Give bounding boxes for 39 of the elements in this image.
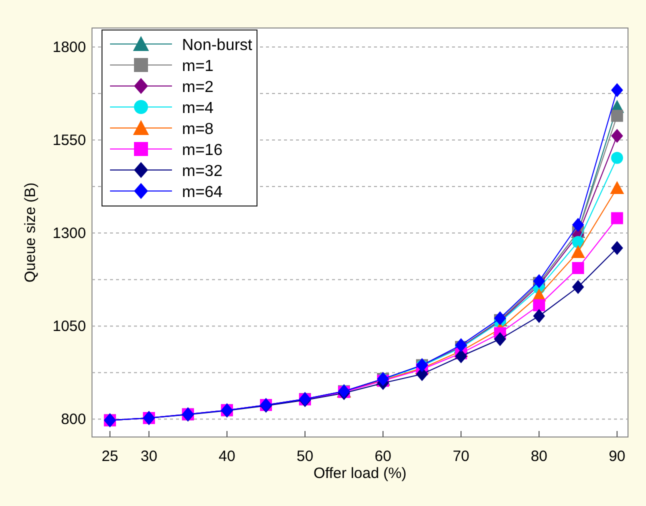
point	[533, 309, 546, 324]
point	[610, 181, 624, 194]
x-tick-label: 25	[102, 448, 118, 465]
point	[572, 280, 584, 294]
point	[611, 152, 624, 164]
legend-label: m=64	[182, 184, 223, 201]
legend-label: m=4	[182, 100, 214, 117]
x-tick-label: 40	[218, 448, 236, 465]
point	[611, 83, 624, 98]
y-tick-label: 1050	[52, 318, 86, 336]
legend-label: m=16	[182, 142, 223, 159]
point	[494, 332, 506, 346]
point	[572, 262, 584, 274]
y-tick-label: 1550	[52, 132, 86, 150]
y-tick-label: 800	[60, 411, 86, 428]
point	[611, 240, 624, 255]
point	[455, 349, 468, 364]
legend-label: m=2	[182, 79, 214, 96]
x-tick-label: 60	[374, 448, 392, 465]
point	[571, 245, 586, 258]
point	[611, 212, 624, 224]
legend-label: m=1	[182, 58, 214, 75]
x-tick-label: 30	[140, 448, 158, 465]
legend-label: m=8	[182, 121, 214, 138]
point	[611, 128, 624, 143]
x-axis-title: Offer load (%)	[313, 465, 407, 482]
point	[533, 299, 546, 312]
point	[572, 218, 584, 232]
legend-label: m=32	[182, 163, 223, 180]
x-tick-label: 50	[296, 448, 314, 465]
y-tick-label: 1800	[52, 38, 86, 56]
y-axis-title: Queue size (B)	[22, 182, 39, 283]
point	[611, 110, 624, 122]
x-tick-label: 70	[452, 448, 470, 465]
point	[572, 236, 584, 248]
x-tick-label: 90	[608, 448, 626, 465]
legend-label: Non-burst	[182, 37, 253, 54]
x-tick-label: 80	[530, 448, 548, 465]
y-tick-label: 1300	[52, 225, 86, 242]
